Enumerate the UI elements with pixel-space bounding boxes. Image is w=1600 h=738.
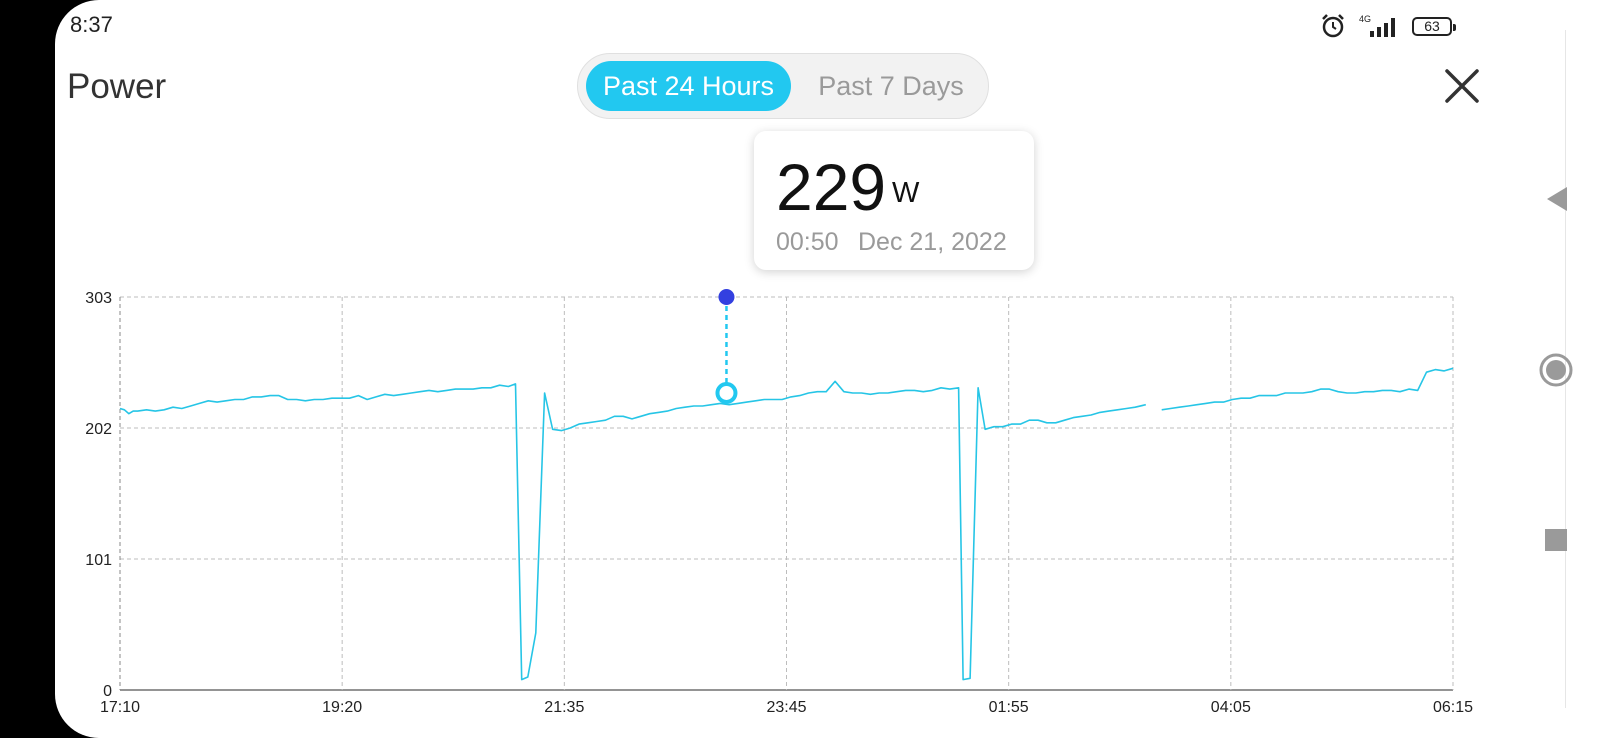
battery-icon: 63 <box>1412 16 1456 36</box>
x-tick-label: 17:10 <box>100 699 140 716</box>
tooltip-date: Dec 21, 2022 <box>858 228 1007 256</box>
selected-data-point <box>715 381 738 404</box>
network-type-label: 4G <box>1359 14 1371 24</box>
battery-level: 63 <box>1424 18 1440 34</box>
app-screen <box>55 0 1600 738</box>
close-button[interactable] <box>1442 66 1482 106</box>
selection-top-marker <box>718 289 735 305</box>
x-tick-label: 23:45 <box>766 699 806 716</box>
x-tick-label: 04:05 <box>1211 699 1251 716</box>
power-series-line <box>1161 367 1454 411</box>
time-range-toggle: Past 24 Hours Past 7 Days <box>577 53 989 119</box>
status-icons: 4G 63 <box>1320 12 1456 40</box>
tab-past-7-days[interactable]: Past 7 Days <box>818 70 964 101</box>
y-tick-label: 101 <box>85 552 112 569</box>
y-tick-label: 0 <box>103 683 112 700</box>
recent-apps-icon <box>1545 529 1567 551</box>
value-tooltip: 229 W 00:50 Dec 21, 2022 <box>754 131 1034 270</box>
signal-icon: 4G <box>1356 13 1402 39</box>
tooltip-unit: W <box>892 177 920 209</box>
tooltip-time: 00:50 <box>776 228 839 256</box>
page-title: Power <box>67 67 167 106</box>
y-tick-label: 303 <box>85 290 112 307</box>
home-button[interactable] <box>1538 352 1574 393</box>
x-tick-label: 21:35 <box>544 699 584 716</box>
tab-past-24-hours[interactable]: Past 24 Hours <box>586 61 791 111</box>
power-series-line <box>119 380 1146 681</box>
tooltip-value: 229 <box>776 150 887 224</box>
y-tick-label: 202 <box>85 421 112 438</box>
recent-apps-button[interactable] <box>1544 528 1568 557</box>
alarm-icon <box>1320 13 1346 39</box>
back-button[interactable] <box>1545 185 1569 218</box>
x-tick-label: 01:55 <box>989 699 1029 716</box>
home-icon <box>1539 353 1573 387</box>
x-tick-label: 19:20 <box>322 699 362 716</box>
close-icon <box>1445 69 1479 103</box>
x-tick-label: 06:15 <box>1433 699 1473 716</box>
status-time: 8:37 <box>70 12 113 37</box>
back-icon <box>1547 187 1567 211</box>
